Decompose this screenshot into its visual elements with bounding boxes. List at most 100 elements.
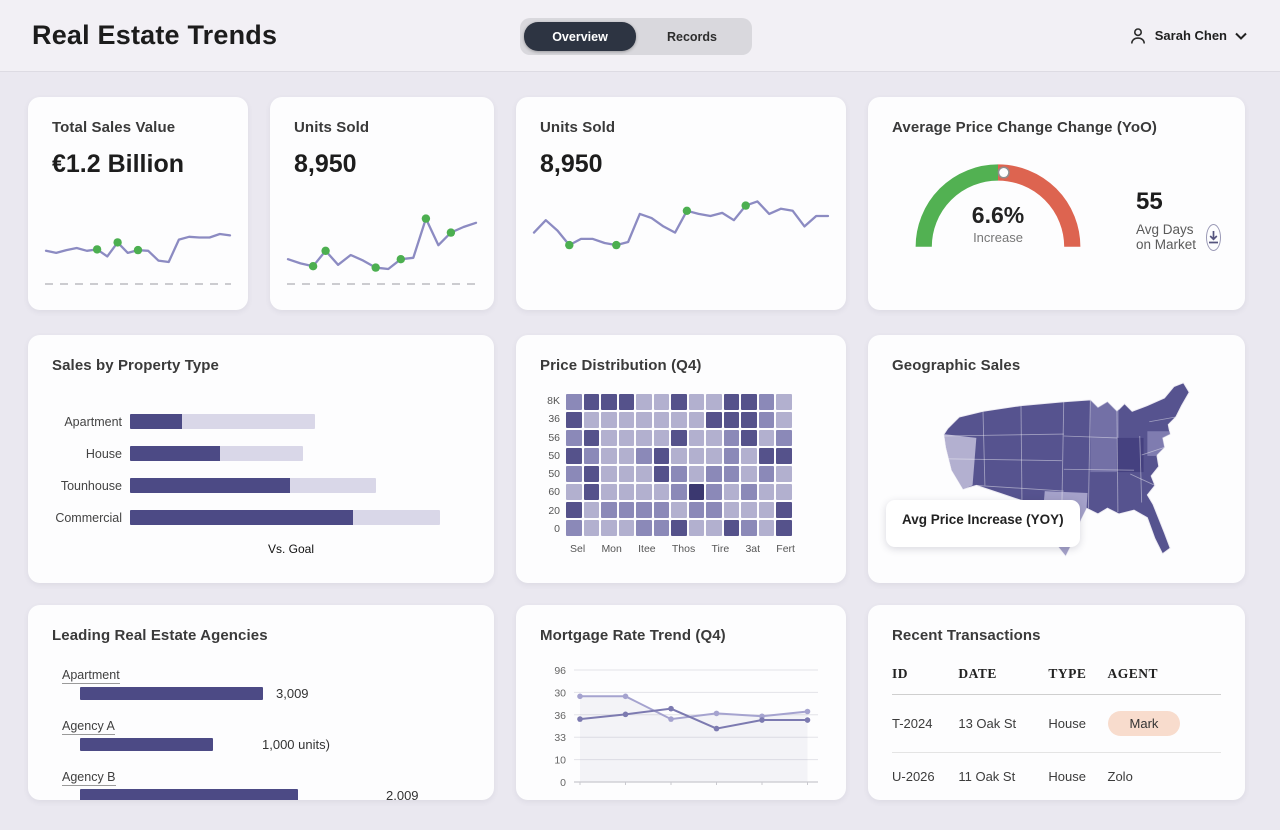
mortgage-rate-chart: 96 30 36 33 10 0 [540,658,822,796]
property-bar-fill [130,478,290,493]
heatmap-cell [776,466,792,482]
heatmap-cell [601,412,617,428]
agency-bar [80,687,263,700]
heatmap-cell [671,394,687,410]
heatmap-cell [671,520,687,536]
download-icon[interactable] [1206,223,1221,251]
heatmap-cell [723,502,739,518]
agency-value: 2,009 [386,788,419,800]
heatmap-cell [583,466,599,482]
heatmap-cell [688,466,704,482]
heatmap-cell [653,448,669,464]
units-sold-value-2: 8,950 [540,150,603,178]
heatmap-cell [723,394,739,410]
heatmap-cell [741,448,757,464]
tx-cell: House [1048,694,1108,753]
gauge-area: 6.6% Increase 55 Avg Days on Market [892,144,1221,262]
page-title: Real Estate Trends [32,20,278,50]
tab-records[interactable]: Records [666,29,718,44]
tx-cell: Zolo [1107,769,1133,784]
agency-label: Agency B [62,770,116,786]
heatmap-cell [636,484,652,500]
tx-col-header: ID [892,660,959,695]
heatmap-cell [723,448,739,464]
heatmap-cell [601,466,617,482]
heatmap-cell [583,430,599,446]
heatmap-cell [776,430,792,446]
heatmap-cell [723,484,739,500]
heatmap-cell [758,484,774,500]
days-on-market: 55 Avg Days on Market [1136,188,1221,252]
property-bar-track [130,446,303,461]
vs-goal-label: Vs. Goal [267,542,315,556]
view-tabs: Overview Records [520,18,752,55]
svg-text:0: 0 [560,777,566,789]
heatmap-cell [636,466,652,482]
card-recent-transactions: Recent Transactions ID DATE TYPE AGENT T-20… [868,605,1245,800]
us-map [902,379,1235,569]
property-label: Commercial [55,510,122,525]
heatmap-cell [583,502,599,518]
user-icon [1128,26,1148,46]
heatmap-cell [601,448,617,464]
heatmap-cell [741,412,757,428]
heatmap-cell [653,520,669,536]
heatmap-cell [653,502,669,518]
heatmap-cell [706,520,722,536]
heatmap-cell [566,430,582,446]
heatmap-cell [671,484,687,500]
tx-col-header: AGENT [1107,660,1221,695]
heatmap-cell [601,430,617,446]
heatmap-cell [758,430,774,446]
heatmap-cell [688,520,704,536]
heatmap-cell [566,412,582,428]
property-type-bars: Apartment House Tounhouse Commercial [52,414,470,525]
heatmap-cell [776,520,792,536]
heatmap-cell [776,448,792,464]
heatmap-cell [618,448,634,464]
agent-badge: Mark [1107,711,1181,736]
user-menu[interactable]: Sarah Chen [1128,26,1248,46]
heatmap-cell [618,394,634,410]
table-row: U-2026 11 Oak St House Zolo [892,753,1221,801]
card-title: Sales by Property Type [52,357,219,374]
tx-cell: 13 Oak St [958,694,1049,753]
card-total-sales: Total Sales Value €1.2 Billion [28,97,248,310]
heatmap-cell [636,394,652,410]
gauge-value: 6.6% [971,202,1025,228]
chevron-down-icon [1234,31,1248,41]
card-title: Total Sales Value [52,119,176,136]
property-bar-fill [130,446,220,461]
heatmap-cell [688,394,704,410]
heatmap-cell [566,484,582,500]
heatmap-cell [688,412,704,428]
middle-row: Sales by Property Type Apartment House T… [0,335,1280,583]
tab-overview[interactable]: Overview [524,22,636,51]
heatmap-cell [706,394,722,410]
agency-value: 1,000 units) [262,737,330,752]
units-sold-value-1: 8,950 [294,150,357,178]
svg-text:36: 36 [554,710,566,722]
heatmap-cell [671,430,687,446]
card-title: Leading Real Estate Agencies [52,627,268,644]
heatmap-cell [583,448,599,464]
heatmap-cell [566,394,582,410]
price-change-gauge: 6.6% Increase [898,144,1098,262]
map-badge: Avg Price Increase (YOY) [886,500,1080,547]
tx-cell: House [1048,769,1086,784]
heatmap-cell [601,484,617,500]
tx-cell: U-2026 [892,769,935,784]
total-sales-value: €1.2 Billion [52,150,184,178]
heatmap-cell [688,502,704,518]
heatmap-cell [636,502,652,518]
heatmap-cell [758,448,774,464]
heatmap-cell [741,484,757,500]
heatmap-cell [758,502,774,518]
heatmap-cell [758,412,774,428]
units-sold-sparkline-2 [530,154,832,284]
heatmap-cell [671,412,687,428]
heatmap-cell [688,484,704,500]
heatmap-cell [583,412,599,428]
property-bar-row: House [52,446,470,461]
property-bar-track [130,414,315,429]
